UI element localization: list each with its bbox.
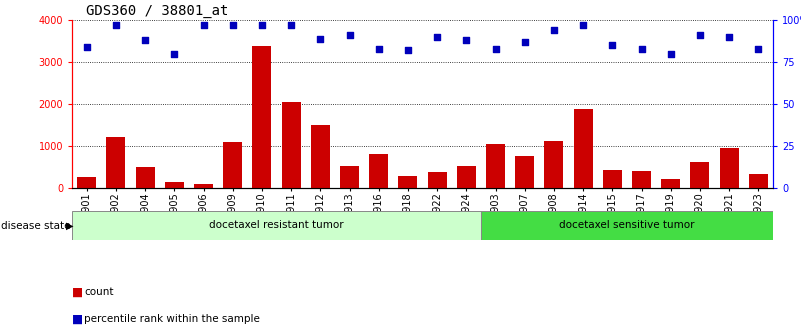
Bar <box>369 154 388 188</box>
Bar <box>603 170 622 188</box>
Bar <box>223 142 242 188</box>
Point <box>80 44 93 50</box>
Point <box>227 23 239 28</box>
Point <box>723 34 735 40</box>
Point <box>284 23 297 28</box>
Bar <box>486 144 505 188</box>
Text: ■: ■ <box>72 313 83 326</box>
Point <box>548 28 561 33</box>
Point <box>197 23 210 28</box>
Point <box>314 36 327 41</box>
Bar <box>77 177 96 188</box>
Point <box>606 43 618 48</box>
FancyBboxPatch shape <box>481 211 773 240</box>
Point <box>431 34 444 40</box>
FancyBboxPatch shape <box>72 211 481 240</box>
Point <box>343 33 356 38</box>
Text: GDS360 / 38801_at: GDS360 / 38801_at <box>87 4 228 18</box>
Text: ■: ■ <box>72 286 83 299</box>
Point <box>577 23 590 28</box>
Point <box>752 46 765 51</box>
Bar <box>135 167 155 188</box>
Text: percentile rank within the sample: percentile rank within the sample <box>84 314 260 324</box>
Bar <box>340 166 359 188</box>
Point <box>635 46 648 51</box>
Bar <box>690 162 710 188</box>
Text: disease state: disease state <box>1 221 70 231</box>
Bar <box>574 109 593 188</box>
Bar <box>457 166 476 188</box>
Point <box>518 39 531 45</box>
Text: docetaxel sensitive tumor: docetaxel sensitive tumor <box>559 220 694 230</box>
Bar <box>719 148 739 188</box>
Point <box>664 51 677 56</box>
Bar <box>662 178 680 188</box>
Bar <box>282 101 300 188</box>
Point <box>110 23 123 28</box>
Bar <box>545 141 563 188</box>
Point <box>694 33 706 38</box>
Bar <box>632 171 651 188</box>
Point <box>401 48 414 53</box>
Bar <box>515 156 534 188</box>
Bar <box>107 137 126 188</box>
Bar <box>252 46 272 188</box>
Text: docetaxel resistant tumor: docetaxel resistant tumor <box>209 220 344 230</box>
Point <box>168 51 181 56</box>
Bar <box>165 182 183 188</box>
Bar <box>398 175 417 188</box>
Bar <box>749 174 768 188</box>
Point <box>489 46 502 51</box>
Point <box>139 38 151 43</box>
Point <box>372 46 385 51</box>
Point <box>460 38 473 43</box>
Bar <box>194 184 213 188</box>
Text: ▶: ▶ <box>66 221 73 231</box>
Bar <box>428 172 447 188</box>
Text: count: count <box>84 287 114 297</box>
Point <box>256 23 268 28</box>
Bar <box>311 125 330 188</box>
